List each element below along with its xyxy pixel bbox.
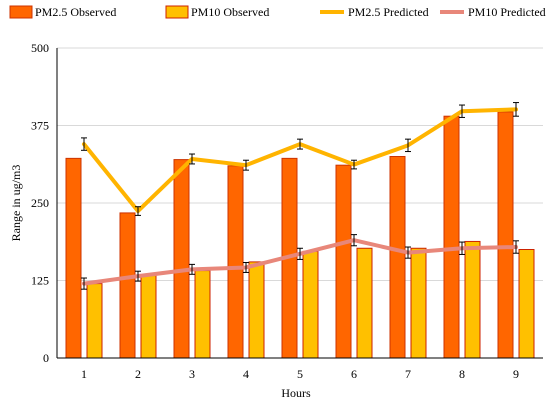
bar — [410, 247, 427, 359]
bar — [356, 247, 373, 359]
bar — [86, 283, 103, 359]
bar — [173, 159, 190, 359]
legend-label: PM10 Predicted — [468, 5, 546, 19]
error-bar — [405, 138, 411, 153]
legend-label: PM10 Observed — [191, 5, 269, 19]
bar — [464, 240, 481, 359]
x-tick-label: 2 — [135, 367, 141, 381]
x-tick-label: 6 — [351, 367, 357, 381]
legend-item: PM2.5 Observed — [9, 5, 116, 19]
x-tick-label: 9 — [513, 367, 519, 381]
error-bar — [513, 240, 519, 254]
x-tick-label: 8 — [459, 367, 465, 381]
x-tick-label: 7 — [405, 367, 411, 381]
y-tick-label: 500 — [31, 41, 49, 55]
error-bar — [297, 138, 303, 150]
error-bar — [189, 263, 195, 275]
bar — [389, 156, 406, 359]
error-bar — [81, 137, 87, 151]
error-bar — [405, 246, 411, 259]
bar — [443, 115, 460, 359]
y-tick-label: 125 — [31, 274, 49, 288]
bar — [335, 164, 352, 359]
bar — [119, 212, 136, 359]
error-bar — [189, 153, 195, 165]
y-axis-title: Range in ug/m3 — [9, 165, 23, 242]
bar — [140, 275, 157, 359]
error-bar — [243, 262, 249, 273]
gridlines — [57, 47, 543, 281]
error-bar — [135, 270, 141, 282]
error-bar — [351, 159, 357, 170]
error-bar — [513, 102, 519, 117]
error-bar — [243, 159, 249, 171]
legend-swatch — [165, 5, 189, 19]
bar — [518, 249, 535, 359]
bar — [227, 165, 244, 359]
legend-label: PM2.5 Predicted — [348, 5, 429, 19]
error-bar — [351, 234, 357, 247]
bar — [194, 270, 211, 359]
x-tick-label: 5 — [297, 367, 303, 381]
error-bar — [297, 247, 303, 260]
legend-item: PM10 Predicted — [440, 5, 546, 19]
legend-item: PM10 Observed — [165, 5, 269, 19]
error-bar — [459, 241, 465, 255]
x-tick-label: 4 — [243, 367, 249, 381]
axes: 0 125 250 375 500 1 2 3 4 5 6 7 8 9 — [31, 41, 543, 381]
error-bar — [81, 277, 87, 290]
bar — [302, 250, 319, 359]
y-tick-label: 375 — [31, 119, 49, 133]
bar — [248, 261, 265, 359]
y-tick-label: 0 — [43, 351, 49, 365]
x-tick-label: 3 — [189, 367, 195, 381]
bar — [65, 157, 82, 359]
bars — [65, 111, 535, 359]
x-tick-label: 1 — [81, 367, 87, 381]
legend-item: PM2.5 Predicted — [320, 5, 429, 19]
error-bar — [135, 206, 141, 216]
legend-swatch — [9, 5, 33, 19]
x-axis-title: Hours — [281, 386, 311, 400]
error-bar — [459, 104, 465, 118]
legend-label: PM2.5 Observed — [35, 5, 116, 19]
bar — [497, 111, 514, 359]
legend: PM2.5 Observed PM10 Observed PM2.5 Predict… — [9, 5, 546, 19]
y-tick-label: 250 — [31, 196, 49, 210]
lines — [81, 102, 519, 290]
